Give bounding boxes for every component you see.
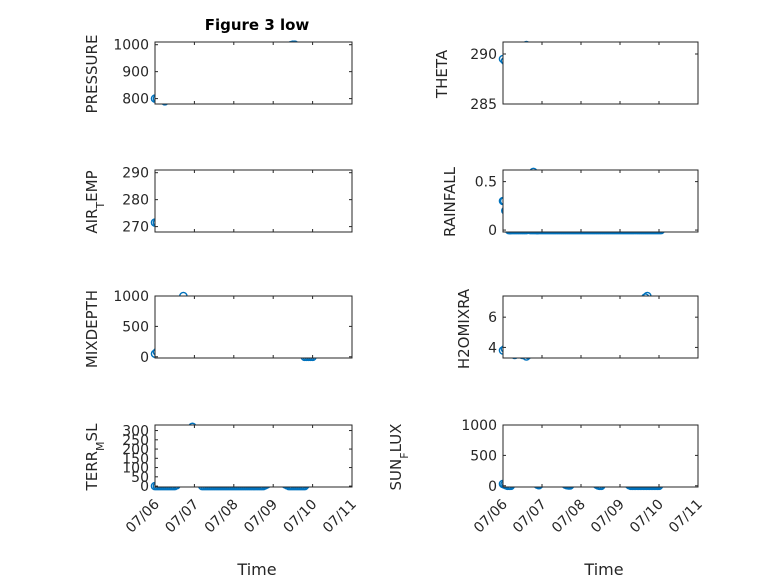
y-tick-label: 500 xyxy=(470,448,497,464)
axes-frame xyxy=(502,169,699,233)
y-tick-label: 150 xyxy=(122,451,149,467)
panel-2: 285 290 xyxy=(470,40,699,113)
axes-frame xyxy=(502,41,699,105)
y-tick-label: 800 xyxy=(122,92,149,108)
y-tick-label: 1000 xyxy=(461,418,497,434)
axes-frame xyxy=(154,424,353,488)
panel-5: 0 500 1000 xyxy=(113,289,353,366)
y-tick-label: 285 xyxy=(470,97,497,113)
ylabel-air-temp-sub: T xyxy=(94,202,107,210)
ylabel-air-temp-tail: EMP xyxy=(83,170,101,201)
axes-frame xyxy=(502,295,699,359)
ylabel-terr-main: TERR xyxy=(83,451,101,492)
y-tick-label: 100 xyxy=(122,461,149,477)
ylabel-h2omixra: H2OMIXRA xyxy=(455,288,473,369)
y-tick-label: 300 xyxy=(122,424,149,440)
ylabel-sun-tail: LUX xyxy=(387,424,405,453)
y-tick-label: 250 xyxy=(122,433,149,449)
axes-frame xyxy=(502,424,699,488)
figure-title: Figure 3 low xyxy=(205,16,310,34)
y-tick-label: 280 xyxy=(122,193,149,209)
ylabel-sun-main: SUN xyxy=(387,459,405,491)
panels-group: 800900100028529027028029000.505001000460… xyxy=(113,38,705,537)
y-tick-label: 290 xyxy=(122,166,149,182)
ylabel-rainfall: RAINFALL xyxy=(441,166,459,237)
y-tick-label: 0.5 xyxy=(475,175,497,191)
ylabel-theta: THETA xyxy=(433,49,451,99)
ylabel-mixdepth: MIXDEPTH xyxy=(83,290,101,368)
xlabel-right: Time xyxy=(583,560,623,579)
panel-4: 00.5 xyxy=(475,167,699,239)
y-tick-label: 270 xyxy=(122,220,149,236)
ylabel-pressure: PRESSURE xyxy=(83,35,101,114)
ylabel-sun-flux: SUNFLUX xyxy=(387,424,411,491)
y-tick-label: 0 xyxy=(488,479,497,495)
y-tick-label: 900 xyxy=(122,65,149,81)
y-tick-label: 50 xyxy=(131,470,149,486)
panel-1: 800 900 1000 xyxy=(113,38,353,108)
ylabel-terr-msl: TERRMSL xyxy=(83,423,107,492)
ylabel-air-temp-main: AIR xyxy=(83,209,101,234)
axes-frame xyxy=(154,295,353,359)
y-tick-label: 0 xyxy=(140,479,149,495)
y-tick-label: 290 xyxy=(470,47,497,63)
ylabel-air-temp: AIRTEMP xyxy=(83,170,107,233)
y-tick-label: 1000 xyxy=(113,38,149,54)
y-tick-label: 500 xyxy=(122,319,149,335)
y-tick-label: 200 xyxy=(122,442,149,458)
y-tick-label: 1000 xyxy=(113,289,149,305)
y-tick-label: 0 xyxy=(488,223,497,239)
xlabel-left: Time xyxy=(236,560,276,579)
axes-frame xyxy=(154,41,353,105)
ylabel-terr-sub: M xyxy=(94,441,107,451)
y-tick-label: 0 xyxy=(140,350,149,366)
y-tick-label: 6 xyxy=(488,310,497,326)
axes-frame xyxy=(154,169,353,233)
y-tick-label: 4 xyxy=(488,340,497,356)
ylabel-sun-sub: F xyxy=(398,452,411,458)
panel-6: 46 xyxy=(488,291,699,361)
panel-3: 270 280 290 xyxy=(122,166,353,236)
ylabel-terr-tail: SL xyxy=(83,423,101,442)
